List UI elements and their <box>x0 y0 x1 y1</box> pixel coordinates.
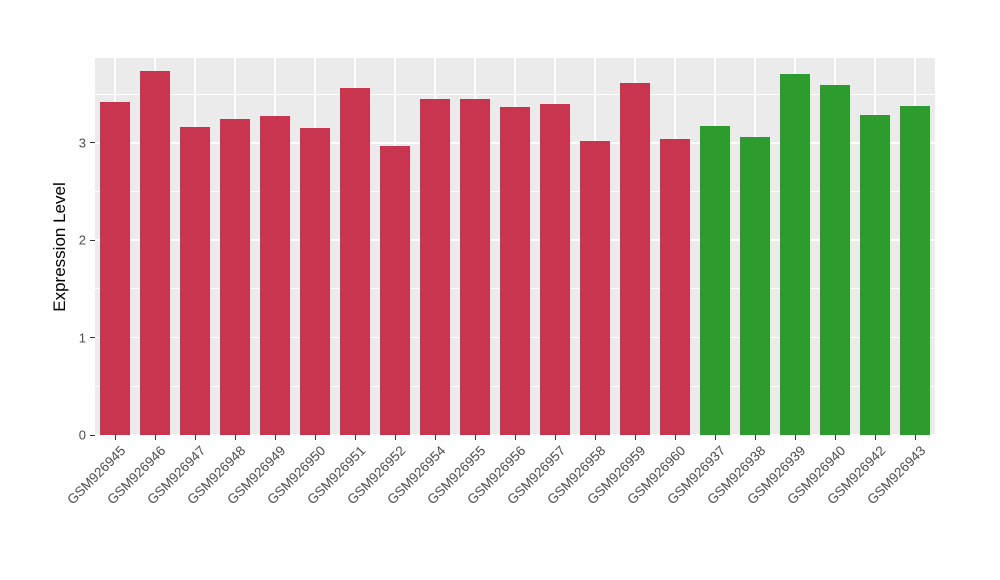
y-tick-label: 0 <box>78 427 86 443</box>
x-tick-mark <box>914 435 916 440</box>
y-tick-mark <box>90 337 95 339</box>
bar-GSM926942 <box>860 115 890 435</box>
x-tick-mark <box>474 435 476 440</box>
y-tick-label: 2 <box>78 232 86 248</box>
bar-GSM926940 <box>820 85 850 435</box>
x-tick-mark <box>634 435 636 440</box>
bar-GSM926952 <box>380 145 410 435</box>
x-tick-mark <box>154 435 156 440</box>
x-tick-mark <box>594 435 596 440</box>
x-tick-mark <box>434 435 436 440</box>
y-tick-mark <box>90 142 95 144</box>
x-tick-mark <box>714 435 716 440</box>
bar-GSM926950 <box>300 128 330 435</box>
bar-GSM926951 <box>340 88 370 435</box>
bar-GSM926955 <box>460 98 490 435</box>
bar-GSM926938 <box>740 136 770 435</box>
x-tick-mark <box>834 435 836 440</box>
y-tick-mark <box>90 239 95 241</box>
x-tick-mark <box>674 435 676 440</box>
x-tick-mark <box>794 435 796 440</box>
bar-GSM926957 <box>540 103 570 435</box>
bar-GSM926939 <box>780 73 810 435</box>
x-tick-mark <box>514 435 516 440</box>
bar-GSM926945 <box>100 101 130 435</box>
y-tick-mark <box>90 434 95 436</box>
x-tick-mark <box>354 435 356 440</box>
bar-GSM926943 <box>900 105 930 435</box>
bar-GSM926946 <box>140 70 170 435</box>
bar-GSM926959 <box>620 83 650 435</box>
bar-GSM926954 <box>420 98 450 435</box>
x-tick-mark <box>394 435 396 440</box>
x-tick-mark <box>274 435 276 440</box>
bar-GSM926937 <box>700 126 730 435</box>
bar-GSM926960 <box>660 138 690 435</box>
bar-GSM926949 <box>260 116 290 435</box>
x-tick-mark <box>554 435 556 440</box>
x-tick-mark <box>234 435 236 440</box>
bar-GSM926956 <box>500 106 530 435</box>
x-tick-mark <box>114 435 116 440</box>
y-tick-label: 3 <box>78 135 86 151</box>
x-tick-mark <box>314 435 316 440</box>
x-tick-mark <box>754 435 756 440</box>
bar-GSM926948 <box>220 119 250 435</box>
bar-GSM926947 <box>180 127 210 435</box>
y-tick-label: 1 <box>78 330 86 346</box>
x-tick-mark <box>194 435 196 440</box>
plot-area <box>95 58 935 435</box>
bar-GSM926958 <box>580 140 610 435</box>
x-tick-mark <box>874 435 876 440</box>
